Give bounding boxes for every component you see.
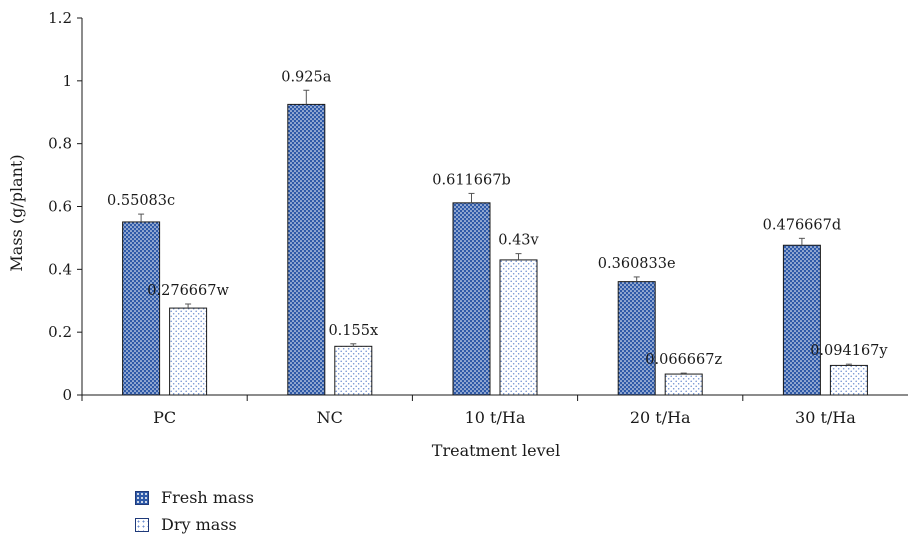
- bar-dry: [169, 307, 208, 396]
- bar-fresh: [452, 202, 491, 396]
- data-label: 0.43v: [498, 233, 539, 249]
- legend-label-fresh: Fresh mass: [161, 488, 254, 507]
- x-axis: PC NC 10 t/Ha 20 t/Ha 30 t/Ha: [81, 394, 908, 427]
- data-label: 0.925a: [281, 69, 332, 85]
- y-axis: 0 0.2 0.4 0.6 0.8 1 1.2: [48, 9, 83, 404]
- bars-group: 0.55083c 0.276667w 0.925a 0.155x 0.611667b 0.…: [107, 69, 888, 396]
- x-tick-label: NC: [317, 408, 343, 427]
- x-axis-title: Treatment level: [432, 441, 560, 460]
- legend: Fresh mass Dry mass: [135, 484, 254, 538]
- data-label: 0.476667d: [763, 217, 841, 233]
- bar-dry: [499, 259, 538, 396]
- y-tick-label: 1: [62, 72, 72, 90]
- y-tick-label: 0: [62, 386, 72, 404]
- y-tick-label: 0.6: [48, 198, 72, 216]
- bar-fresh: [617, 281, 656, 396]
- y-tick-label: 0.8: [48, 135, 72, 153]
- bar-fresh: [782, 244, 821, 396]
- data-label: 0.066667z: [645, 352, 722, 368]
- bar-dry: [664, 373, 703, 396]
- x-tick-label: PC: [153, 408, 176, 427]
- bar-dry: [334, 345, 373, 396]
- bar-dry: [829, 364, 868, 396]
- bar-chart: 0 0.2 0.4 0.6 0.8 1 1.2 PC NC 10 t/Ha 20 t/Ha 30 t…: [7, 9, 908, 460]
- legend-swatch-fresh: [135, 490, 149, 505]
- data-label: 0.360833e: [598, 256, 676, 272]
- y-axis-title: Mass (g/plant): [7, 154, 26, 271]
- data-label: 0.094167y: [810, 343, 888, 359]
- x-tick-label: 10 t/Ha: [465, 408, 526, 427]
- legend-swatch-dry: [135, 517, 149, 532]
- data-label: 0.611667b: [432, 172, 510, 188]
- bar-fresh: [287, 103, 326, 396]
- y-tick-label: 0.2: [48, 323, 72, 341]
- legend-item-dry: Dry mass: [135, 511, 254, 538]
- y-tick-label: 1.2: [48, 9, 72, 27]
- legend-item-fresh: Fresh mass: [135, 484, 254, 511]
- x-tick-label: 30 t/Ha: [795, 408, 856, 427]
- data-label: 0.276667w: [147, 283, 229, 299]
- x-tick-label: 20 t/Ha: [630, 408, 691, 427]
- bar-fresh: [122, 221, 161, 396]
- data-label: 0.55083c: [107, 193, 175, 209]
- legend-label-dry: Dry mass: [161, 515, 237, 534]
- data-label: 0.155x: [328, 323, 378, 339]
- y-tick-label: 0.4: [48, 260, 72, 278]
